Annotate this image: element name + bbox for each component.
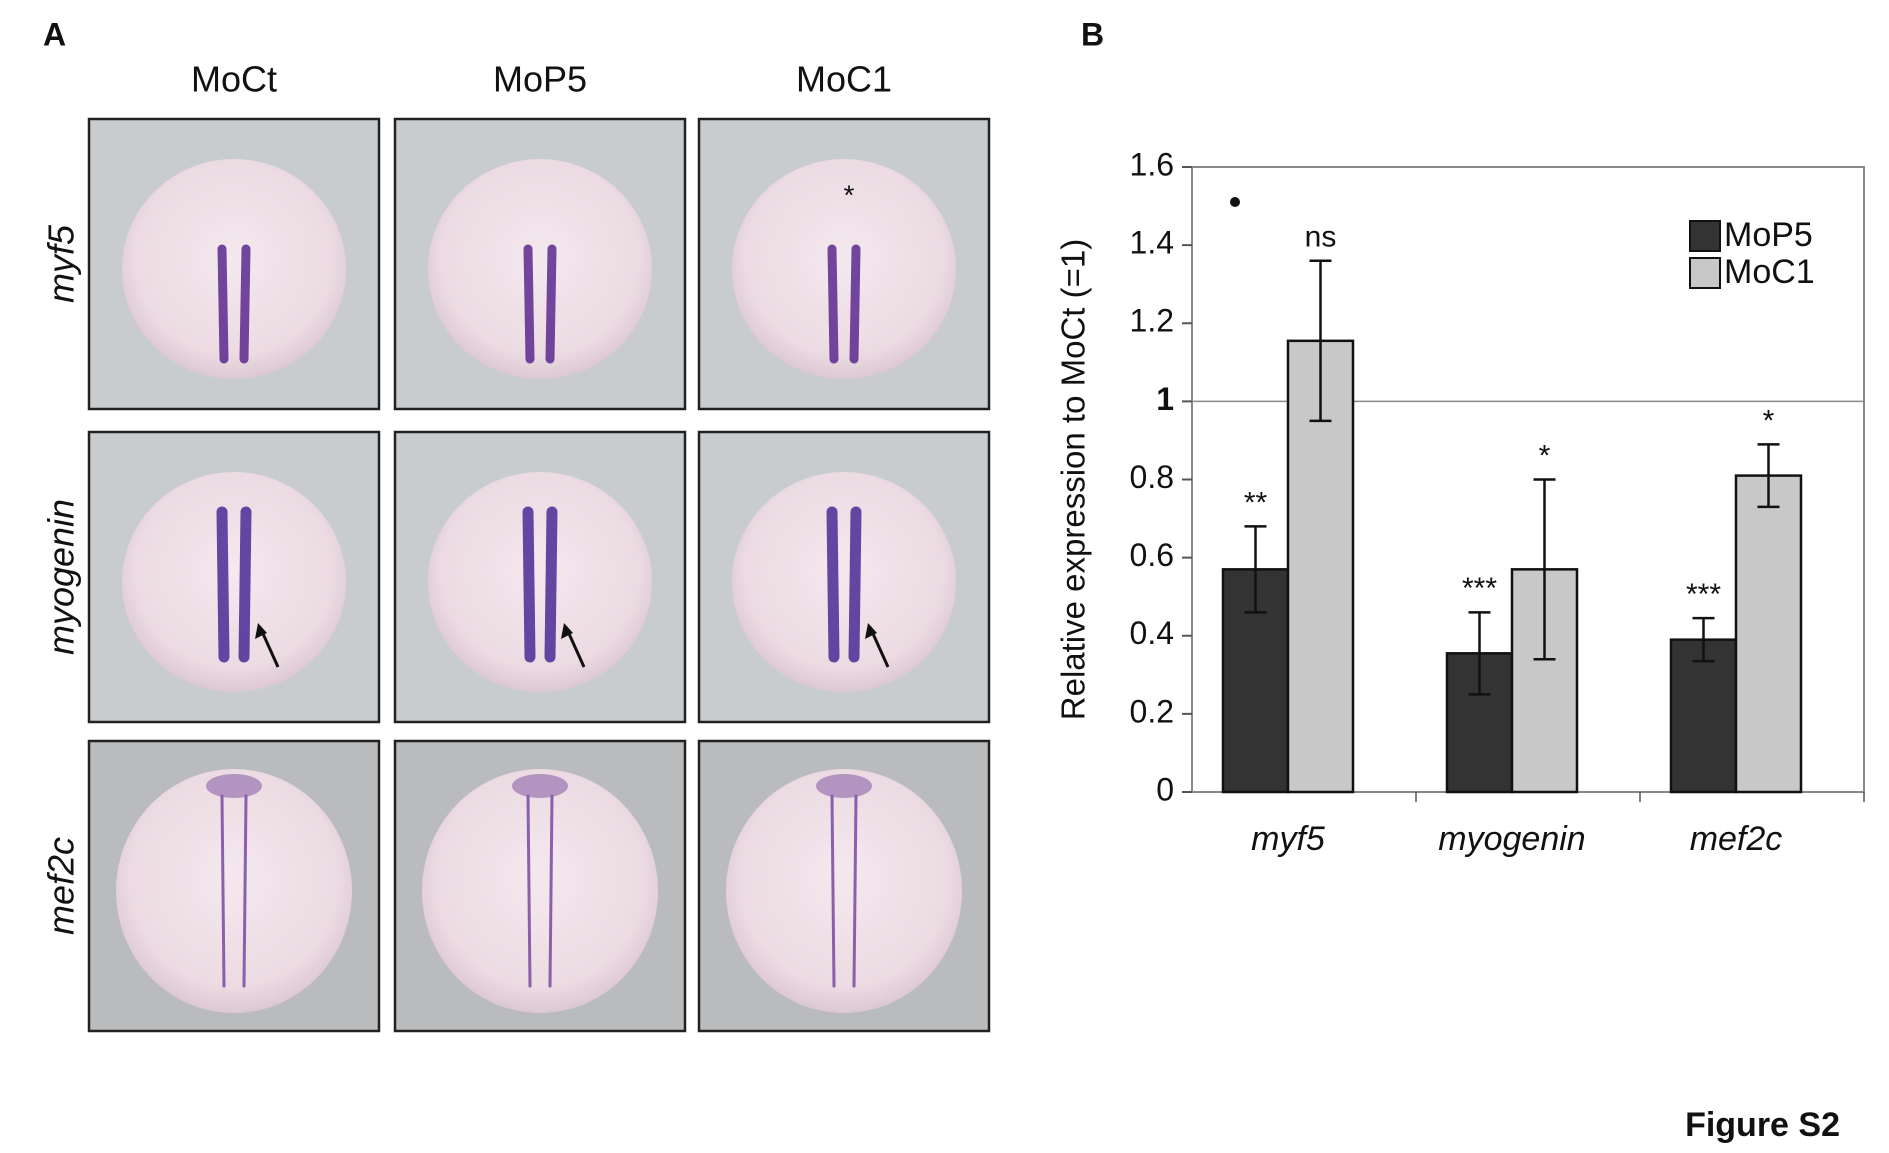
bar (1734, 474, 1803, 794)
embryo (428, 159, 652, 379)
error-bar (1468, 611, 1491, 696)
row-label: myf5 (41, 224, 82, 303)
y-tick-label: 0 (1156, 771, 1174, 807)
significance-label: *** (1462, 572, 1497, 605)
panel-label: A (43, 16, 66, 52)
significance-label: ns (1305, 221, 1337, 254)
stain-stripe (544, 506, 558, 663)
y-tick-label: 0.6 (1130, 537, 1174, 573)
stain-spot (512, 774, 568, 798)
y-axis-label: Relative expression to MoCt (=1) (1055, 239, 1092, 720)
y-tick-label: 1 (1156, 381, 1174, 417)
dot (1230, 197, 1240, 207)
stain-stripe (238, 506, 252, 663)
legend-label: MoC1 (1724, 253, 1815, 291)
annotation: * (844, 179, 855, 210)
stain-stripe (220, 794, 226, 988)
stain-stripe (217, 244, 229, 364)
stain-stripe (545, 244, 557, 364)
arrow-head (255, 623, 267, 639)
embryo (422, 769, 658, 1013)
figure-label: Figure S2 (1685, 1106, 1840, 1144)
stain-spot (206, 774, 262, 798)
y-tick-label: 0.8 (1130, 459, 1174, 495)
embryo (732, 472, 956, 692)
y-tick-label: 1.2 (1130, 303, 1174, 339)
arrow-head (865, 623, 877, 639)
significance-label: * (1763, 404, 1775, 437)
row-label: myogenin (41, 499, 82, 655)
x-tick-label: myf5 (1251, 820, 1325, 858)
arrow-head (561, 623, 573, 639)
stain-stripe (827, 244, 839, 364)
error-bar (1692, 616, 1715, 663)
stain-stripe (239, 244, 251, 364)
legend-swatch (1689, 257, 1721, 289)
embryo (732, 159, 956, 379)
stain-stripe (242, 794, 248, 988)
significance-label: * (1539, 439, 1551, 472)
bar (1669, 638, 1738, 794)
error-bar (1244, 525, 1267, 614)
stain-stripe (849, 244, 861, 364)
legend-swatch (1689, 220, 1721, 252)
significance-label: ** (1244, 486, 1268, 519)
y-tick-label: 0.4 (1130, 615, 1174, 651)
embryo (428, 472, 652, 692)
stain-spot (816, 774, 872, 798)
stain-stripe (548, 794, 554, 988)
stain-stripe (523, 244, 535, 364)
x-tick-label: mef2c (1690, 820, 1783, 858)
embryo (116, 769, 352, 1013)
error-bar (1533, 478, 1556, 661)
embryo (726, 769, 962, 1013)
column-header: MoC1 (796, 59, 892, 100)
error-bar (1309, 259, 1332, 423)
panel-label: B (1081, 16, 1104, 52)
significance-label: *** (1686, 578, 1721, 611)
y-tick-label: 1.6 (1130, 146, 1174, 182)
embryo (122, 159, 346, 379)
stain-stripe (830, 794, 836, 988)
stain-stripe (848, 506, 862, 663)
stain-stripe (826, 506, 840, 663)
error-bar (1757, 443, 1780, 509)
stain-stripe (852, 794, 858, 988)
embryo (122, 472, 346, 692)
stain-stripe (522, 506, 536, 663)
y-tick-label: 0.2 (1130, 693, 1174, 729)
x-tick-label: myogenin (1438, 820, 1585, 858)
column-header: MoCt (191, 59, 277, 100)
column-header: MoP5 (493, 59, 587, 100)
legend-label: MoP5 (1724, 216, 1813, 254)
stain-stripe (216, 506, 230, 663)
bar (1445, 652, 1514, 794)
stain-stripe (526, 794, 532, 988)
row-label: mef2c (41, 837, 82, 935)
y-tick-label: 1.4 (1130, 225, 1174, 261)
